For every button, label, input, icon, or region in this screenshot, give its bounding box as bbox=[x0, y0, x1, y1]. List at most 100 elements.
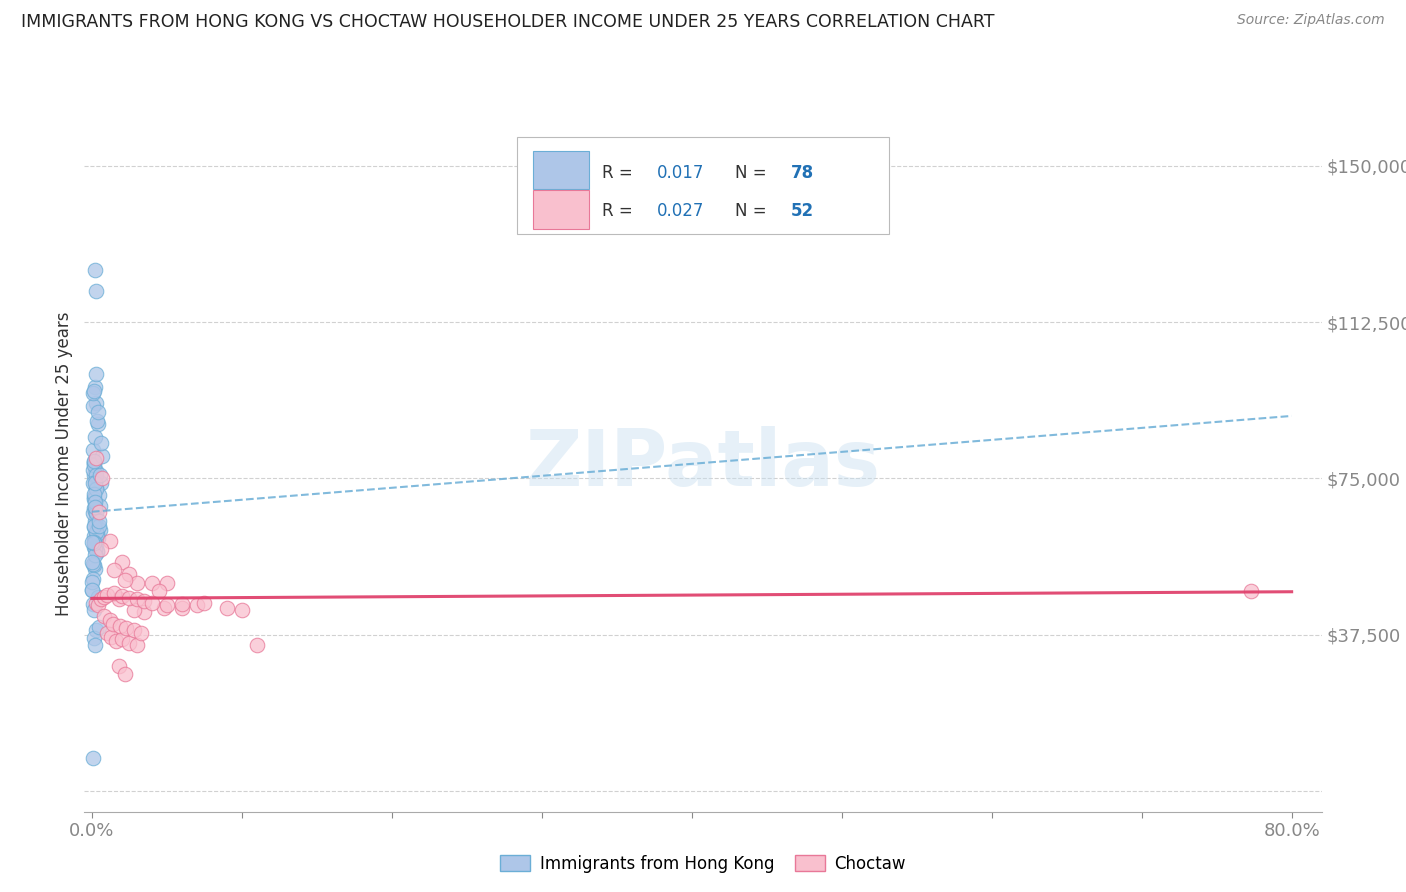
Point bbox=[86, 545, 108, 559]
Point bbox=[90, 542, 112, 557]
Point bbox=[84, 430, 107, 444]
Point bbox=[83, 562, 105, 576]
Point bbox=[82, 575, 104, 590]
Point bbox=[93, 608, 115, 623]
Point bbox=[84, 468, 107, 483]
Point bbox=[156, 575, 179, 590]
Point bbox=[114, 574, 136, 588]
Point bbox=[89, 514, 111, 528]
Point bbox=[83, 490, 105, 504]
Point bbox=[83, 558, 105, 573]
Point bbox=[84, 524, 107, 539]
Point bbox=[82, 476, 104, 491]
Point bbox=[96, 625, 118, 640]
Point bbox=[83, 455, 105, 469]
Point bbox=[86, 526, 108, 541]
Point bbox=[83, 475, 105, 489]
Point bbox=[215, 600, 238, 615]
Point bbox=[111, 589, 134, 603]
Point bbox=[125, 638, 148, 652]
FancyBboxPatch shape bbox=[533, 151, 589, 189]
Point bbox=[84, 506, 107, 520]
Point bbox=[134, 594, 156, 608]
Point bbox=[87, 520, 110, 534]
Point bbox=[87, 405, 110, 419]
Point bbox=[103, 586, 125, 600]
Point bbox=[108, 659, 131, 673]
Point bbox=[122, 624, 145, 638]
Point bbox=[87, 417, 110, 432]
Point bbox=[1240, 583, 1263, 598]
Point bbox=[83, 458, 105, 472]
Text: N =: N = bbox=[735, 164, 772, 182]
Point bbox=[83, 529, 105, 543]
Point bbox=[82, 535, 104, 549]
Point bbox=[115, 621, 138, 635]
Y-axis label: Householder Income Under 25 years: Householder Income Under 25 years bbox=[55, 311, 73, 616]
Point bbox=[83, 540, 105, 554]
FancyBboxPatch shape bbox=[517, 136, 889, 235]
Point bbox=[83, 456, 105, 470]
Point bbox=[89, 467, 111, 482]
Point bbox=[83, 631, 105, 645]
Point bbox=[125, 575, 148, 590]
Point bbox=[131, 625, 153, 640]
Point bbox=[111, 632, 134, 646]
Point bbox=[83, 494, 105, 508]
Point bbox=[93, 590, 115, 604]
Point bbox=[86, 481, 108, 495]
Point bbox=[83, 638, 105, 652]
Point bbox=[86, 414, 108, 428]
Point bbox=[100, 630, 122, 644]
Point bbox=[83, 603, 105, 617]
Point bbox=[148, 583, 170, 598]
Point bbox=[246, 638, 269, 652]
Point bbox=[86, 623, 108, 637]
Point bbox=[82, 583, 104, 598]
Point bbox=[89, 488, 111, 502]
Point bbox=[83, 491, 105, 506]
Point bbox=[110, 619, 132, 633]
Point bbox=[86, 284, 108, 298]
Point bbox=[96, 588, 118, 602]
Point bbox=[84, 541, 107, 556]
Point bbox=[84, 368, 107, 382]
Point bbox=[83, 536, 105, 550]
Point bbox=[111, 555, 134, 569]
Point bbox=[98, 533, 121, 548]
Text: IMMIGRANTS FROM HONG KONG VS CHOCTAW HOUSEHOLDER INCOME UNDER 25 YEARS CORRELATI: IMMIGRANTS FROM HONG KONG VS CHOCTAW HOU… bbox=[21, 13, 994, 31]
Point bbox=[84, 532, 107, 546]
Point bbox=[82, 399, 104, 413]
Point bbox=[82, 573, 104, 587]
Point bbox=[101, 617, 124, 632]
Point bbox=[114, 667, 136, 681]
Point bbox=[91, 471, 114, 485]
Point bbox=[108, 592, 131, 607]
Point bbox=[118, 591, 141, 606]
Point bbox=[125, 592, 148, 607]
Point bbox=[103, 563, 125, 577]
Point bbox=[83, 520, 105, 534]
FancyBboxPatch shape bbox=[533, 190, 589, 228]
Point bbox=[141, 575, 163, 590]
Point bbox=[89, 620, 111, 634]
Point bbox=[84, 539, 107, 553]
Point bbox=[82, 386, 104, 401]
Point bbox=[89, 519, 111, 533]
Point bbox=[86, 464, 108, 478]
Point bbox=[84, 482, 107, 496]
Point bbox=[170, 597, 193, 611]
Point bbox=[89, 505, 111, 519]
Point bbox=[86, 450, 108, 465]
Text: 78: 78 bbox=[790, 164, 814, 182]
Point bbox=[83, 548, 105, 562]
Point bbox=[82, 557, 104, 571]
Point bbox=[118, 636, 141, 650]
Point bbox=[186, 599, 208, 613]
Point bbox=[87, 531, 110, 545]
Point bbox=[231, 602, 253, 616]
Point bbox=[82, 506, 104, 520]
Text: N =: N = bbox=[735, 202, 772, 220]
Point bbox=[90, 436, 112, 450]
Text: R =: R = bbox=[602, 202, 637, 220]
